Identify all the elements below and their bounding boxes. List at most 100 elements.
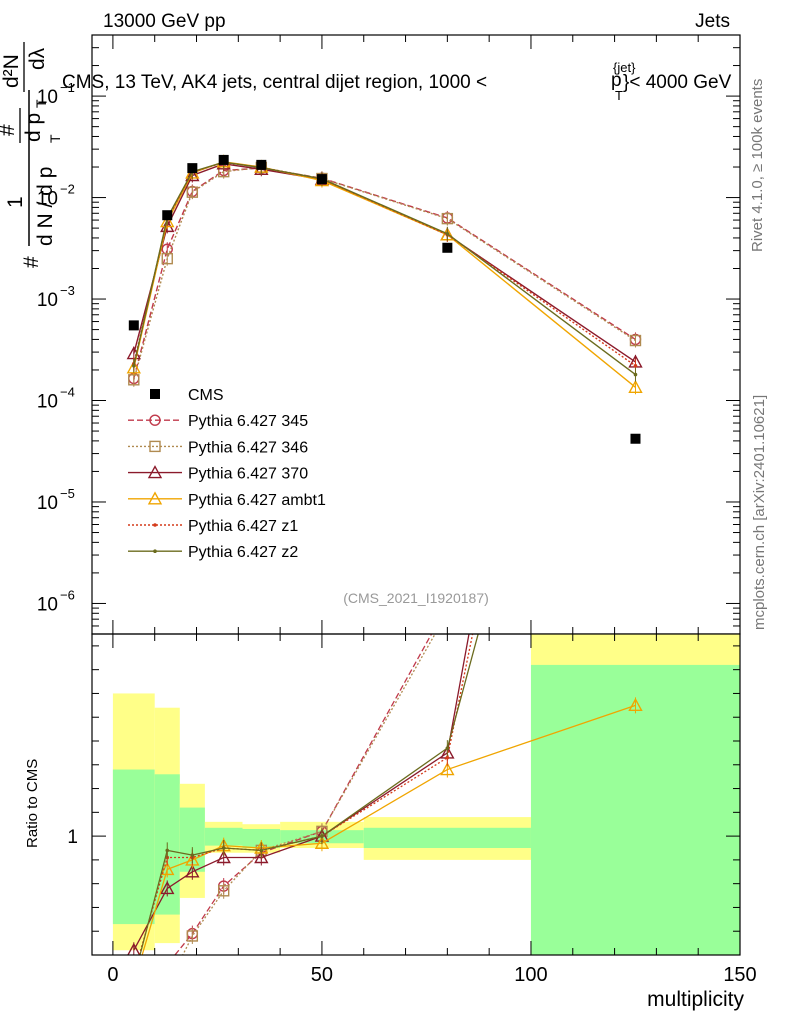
title-var-sup: {jet} xyxy=(613,60,636,75)
y-tick-exp-5: −1 xyxy=(60,80,75,95)
series-5-point-0 xyxy=(132,363,136,368)
header-right: Jets xyxy=(695,11,730,32)
ratio-tick-label-0: 1 xyxy=(67,827,78,848)
ratio-3-point-5 xyxy=(314,835,330,849)
series-line-2 xyxy=(133,163,636,363)
chart-title: CMS, 13 TeV, AK4 jets, central dijet reg… xyxy=(62,60,732,103)
series-1-point-1 xyxy=(161,252,173,265)
series-5-point-7 xyxy=(633,372,638,377)
legend-label-2: Pythia 6.427 370 xyxy=(188,466,308,483)
ylabel-dlambda: dλ xyxy=(26,47,49,70)
data-point-2 xyxy=(187,163,198,174)
data-point-3 xyxy=(218,154,229,165)
x-axis: 0 50 100 150 xyxy=(107,35,757,986)
ylabel-d2N: d²N xyxy=(0,54,23,88)
ratio-5-point-2 xyxy=(190,853,195,857)
ylabel-dN: d N / d p xyxy=(34,167,57,246)
ylabel-dN-sub: T xyxy=(47,134,63,143)
ratio-2-point-2 xyxy=(185,864,200,878)
y-tick-label-4: 10 xyxy=(37,189,58,210)
ratio-axes: 1 xyxy=(67,633,741,956)
x-tick-label-2: 100 xyxy=(514,964,547,986)
x-axis-label: multiplicity xyxy=(647,988,744,1011)
ratio-frame xyxy=(91,633,741,956)
header-left: 13000 GeV pp xyxy=(103,11,226,32)
legend-label-data: CMS xyxy=(188,387,224,404)
mcplots-label: mcplots.cern.ch [arXiv:2401.10621] xyxy=(751,395,768,630)
x-tick-label-0: 0 xyxy=(107,964,118,986)
data-point-1 xyxy=(162,210,173,221)
stat-band-4 xyxy=(242,828,281,848)
title-suffix: }< 4000 GeV xyxy=(623,72,732,93)
legend-label-5: Pythia 6.427 z2 xyxy=(188,544,298,561)
ylabel-dpT: d p xyxy=(22,113,45,142)
data-point-5 xyxy=(316,174,327,185)
ylabel-hash-2: # xyxy=(0,124,19,136)
y-tick-label-3: 10 xyxy=(37,290,58,311)
ratio-series-inner xyxy=(127,634,643,955)
ratio-series-layer xyxy=(127,634,643,955)
x-tick-label-3: 150 xyxy=(723,964,756,986)
ratio-3-point-6 xyxy=(440,762,455,776)
ratio-5-point-1 xyxy=(165,848,170,853)
data-point-6 xyxy=(442,242,453,253)
ratio-2-point-1 xyxy=(160,880,175,895)
ylabel-one: 1 xyxy=(4,196,27,208)
ratio-1-point-2 xyxy=(186,930,199,942)
y-tick-exp-0: −6 xyxy=(60,587,75,602)
y-axis-label: # 1 d N / d p T # d p T d²N dλ xyxy=(0,42,63,268)
y-tick-exp-4: −2 xyxy=(60,182,75,197)
legend-marker-2 xyxy=(147,465,163,479)
data-point-4 xyxy=(256,159,267,170)
legend-marker-3 xyxy=(147,491,163,505)
ylabel-hash-1: # xyxy=(20,256,43,268)
ratio-2-point-0 xyxy=(127,942,141,955)
main-axes: 10−610−510−410−310−210−1 xyxy=(37,34,741,635)
legend-marker-0 xyxy=(149,414,161,426)
watermark: (CMS_2021_I1920187) xyxy=(343,590,489,606)
title-var-sub: T xyxy=(615,88,623,103)
ratio-3-point-7 xyxy=(628,697,643,712)
legend: CMS Pythia 6.427 345 Pythia 6.427 346 Pythi… xyxy=(128,387,326,561)
main-series-layer xyxy=(126,154,643,395)
series-1-point-2 xyxy=(186,186,199,198)
ratio-4-point-6 xyxy=(445,755,450,760)
ratio-line-0 xyxy=(174,634,433,955)
y-tick-label-2: 10 xyxy=(37,392,58,413)
y-tick-label-5: 10 xyxy=(37,87,58,108)
series-3-point-1 xyxy=(160,214,175,228)
ratio-y-label: Ratio to CMS xyxy=(24,759,41,848)
stat-band-0 xyxy=(112,769,155,925)
ratio-2-point-3 xyxy=(216,850,231,864)
series-3-point-7 xyxy=(628,379,643,393)
ratio-line-2 xyxy=(133,634,470,951)
title-prefix: CMS, 13 TeV, AK4 jets, central dijet reg… xyxy=(62,72,487,93)
main-data-layer xyxy=(128,154,641,444)
data-point-0 xyxy=(128,320,139,331)
y-tick-exp-3: −3 xyxy=(60,283,75,298)
ratio-line-5 xyxy=(139,634,479,955)
legend-label-4: Pythia 6.427 z1 xyxy=(188,518,298,535)
ratio-5-point-4 xyxy=(259,848,264,853)
x-tick-label-1: 50 xyxy=(311,964,333,986)
legend-marker-data xyxy=(150,389,160,399)
y-tick-exp-2: −4 xyxy=(60,385,75,400)
title-var: p xyxy=(611,70,622,91)
rivet-label: Rivet 4.1.0, ≥ 100k events xyxy=(749,79,766,252)
legend-label-0: Pythia 6.427 345 xyxy=(188,413,308,430)
ratio-5-point-5 xyxy=(320,834,324,838)
ratio-line-1 xyxy=(182,634,436,955)
ylabel-dpT-sub: T xyxy=(33,99,49,108)
series-line-5 xyxy=(133,161,636,376)
y-tick-label-0: 10 xyxy=(37,594,58,615)
data-point-7 xyxy=(630,433,641,444)
legend-marker-5 xyxy=(153,549,157,553)
ratio-2-point-4 xyxy=(254,850,269,864)
series-2-point-2 xyxy=(185,168,200,182)
y-tick-label-1: 10 xyxy=(37,493,58,514)
ratio-1-point-3 xyxy=(217,885,230,897)
stat-band-6 xyxy=(363,827,531,848)
series-line-1 xyxy=(133,166,636,380)
ratio-line-3 xyxy=(141,704,636,955)
